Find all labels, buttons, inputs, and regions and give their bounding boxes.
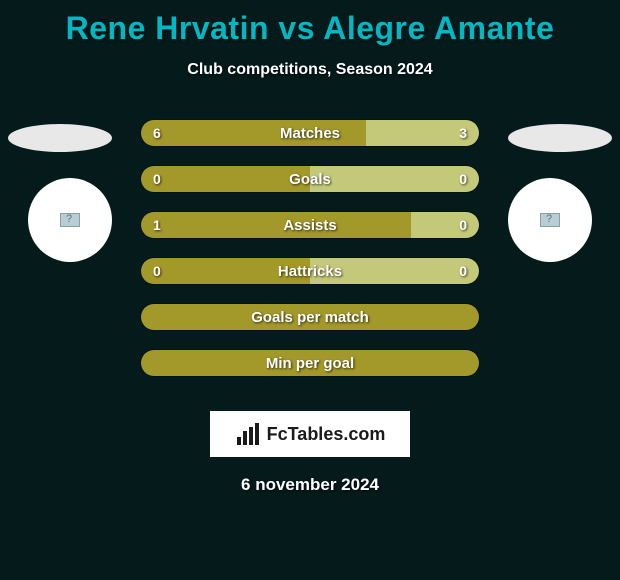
stat-label: Hattricks — [141, 258, 479, 284]
stat-row: 63Matches — [140, 119, 480, 147]
stat-row: Min per goal — [140, 349, 480, 377]
stats-chart: 63Matches 00Goals 10Assists 00Hattricks Goal… — [0, 119, 620, 399]
comparison-subtitle: Club competitions, Season 2024 — [0, 61, 620, 79]
stat-label: Assists — [141, 212, 479, 238]
stat-label: Goals — [141, 166, 479, 192]
stat-label: Matches — [141, 120, 479, 146]
footer-date: 6 november 2024 — [0, 475, 620, 495]
comparison-title: Rene Hrvatin vs Alegre Amante — [0, 0, 620, 47]
bars-logo-icon — [235, 421, 261, 447]
bars-container: 63Matches 00Goals 10Assists 00Hattricks Goal… — [140, 119, 480, 395]
stat-row: Goals per match — [140, 303, 480, 331]
stat-label: Min per goal — [141, 350, 479, 376]
stat-label: Goals per match — [141, 304, 479, 330]
stat-row: 10Assists — [140, 211, 480, 239]
stat-row: 00Hattricks — [140, 257, 480, 285]
logo-text: FcTables.com — [267, 424, 386, 445]
stat-row: 00Goals — [140, 165, 480, 193]
fctables-logo: FcTables.com — [210, 411, 410, 457]
